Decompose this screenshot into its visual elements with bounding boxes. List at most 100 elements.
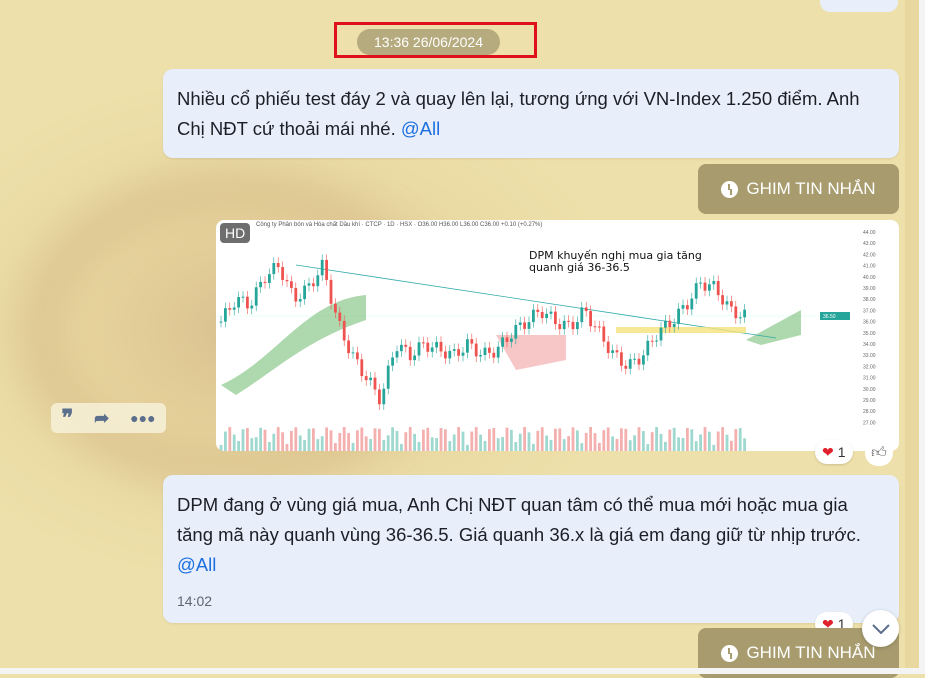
volume-bar [373, 428, 377, 451]
price-tick: 34.00 [863, 342, 876, 348]
price-tick: 41.00 [863, 264, 876, 270]
candle-body [510, 338, 513, 342]
volume-bar [298, 435, 302, 451]
volume-bar [466, 444, 469, 451]
volume-bar [686, 427, 689, 451]
heart-icon: ❤ [822, 615, 834, 632]
volume-bar [329, 430, 333, 451]
volume-bar [285, 443, 289, 451]
volume-bar [263, 429, 267, 451]
candle-body [320, 259, 324, 276]
candle-body [259, 281, 262, 288]
mention-all[interactable]: @All [400, 118, 441, 139]
volume-bar [672, 427, 676, 451]
volume-bar [584, 432, 588, 451]
volume-bar [404, 432, 408, 451]
hd-badge: HD [220, 223, 251, 243]
candle-body [281, 267, 284, 281]
chevron-down-icon [871, 623, 890, 634]
share-icon[interactable]: ➦ [94, 407, 110, 428]
volume-bar [395, 430, 399, 451]
candle-body [263, 281, 267, 283]
candle-body [466, 339, 469, 353]
heart-icon: ❤ [822, 443, 834, 460]
candle-body [378, 389, 381, 405]
volume-bar [562, 439, 566, 451]
volume-bar [712, 444, 716, 451]
candle-body [549, 311, 553, 314]
volume-bar [457, 427, 460, 451]
candle-body [712, 280, 716, 285]
candle-body [672, 323, 676, 328]
volume-bar [703, 427, 707, 451]
message-actions: ❞ ➦ ●●● [51, 403, 166, 433]
candle-body [686, 305, 689, 310]
volume-bar [386, 435, 390, 451]
candle-body [615, 350, 619, 353]
candle-body [316, 275, 320, 287]
trend-line [295, 264, 777, 339]
volume-bar [615, 438, 619, 451]
volume-bar [576, 430, 579, 451]
candle-body [307, 283, 311, 286]
candle-body [426, 342, 430, 352]
price-tick: 35.00 [863, 331, 876, 337]
volume-bar [505, 427, 509, 451]
volume-bar [545, 435, 548, 451]
chart-image[interactable]: 44.00 43.00 42.00 41.00 40.00 39.00 38.00 37.00… [216, 220, 899, 451]
candle-body [338, 312, 342, 321]
price-tick: 39.00 [863, 286, 876, 292]
volume-bar [342, 427, 346, 451]
price-tick: 29.00 [863, 398, 876, 404]
clock-icon [721, 180, 739, 198]
candle-body [558, 324, 562, 330]
candle-body [452, 349, 456, 351]
candle-body [400, 344, 403, 352]
candle-body [276, 263, 280, 268]
candle-body [730, 301, 733, 307]
like-button[interactable]: 👍︎ [865, 440, 893, 466]
candle-body [404, 344, 408, 347]
volume-bar [642, 431, 645, 451]
message-text: DPM đang ở vùng giá mua, Anh Chị NĐT qua… [177, 494, 861, 545]
candle-body [624, 365, 628, 369]
candle-body [241, 296, 245, 298]
candle-body [246, 296, 249, 309]
candle-body [391, 357, 394, 366]
volume-bar [272, 433, 276, 451]
candle-body [536, 309, 540, 313]
scrollbar[interactable] [905, 0, 925, 674]
volume-bar [624, 428, 628, 451]
candle-body [364, 376, 368, 381]
reaction-count: 1 [837, 444, 846, 460]
last-price-marker [820, 312, 850, 320]
volume-bar [290, 430, 293, 451]
candle-body [224, 308, 227, 322]
candle-body [237, 297, 240, 308]
candle-body [439, 341, 443, 352]
message-bubble[interactable]: Nhiều cổ phiếu test đáy 2 và quay lên lạ… [163, 69, 899, 158]
pin-message-button[interactable]: GHIM TIN NHẮN [698, 164, 899, 214]
price-tick: 32.00 [863, 364, 876, 370]
quote-icon[interactable]: ❞ [61, 405, 74, 430]
candle-body [298, 299, 302, 302]
more-icon[interactable]: ●●● [130, 410, 156, 426]
volume-bar [540, 427, 544, 451]
candle-body [716, 280, 720, 296]
volume-bar [558, 428, 562, 451]
reaction-badge[interactable]: ❤ 1 [815, 440, 853, 464]
candle-body [514, 324, 518, 339]
candle-body [699, 282, 702, 284]
volume-bar [474, 427, 478, 451]
scroll-to-bottom-button[interactable] [862, 610, 899, 647]
previous-message-bubble [820, 0, 898, 12]
message-bubble[interactable]: DPM đang ở vùng giá mua, Anh Chị NĐT qua… [163, 475, 899, 623]
thumbs-up-icon: 👍︎ [871, 444, 887, 461]
date-separator: 13:36 26/06/2024 [357, 29, 500, 55]
volume-bar [602, 430, 606, 451]
mention-all[interactable]: @All [177, 554, 217, 575]
candle-body [395, 351, 399, 358]
volume-bar [668, 429, 672, 451]
candle-body [356, 352, 359, 360]
candle-body [488, 347, 491, 353]
